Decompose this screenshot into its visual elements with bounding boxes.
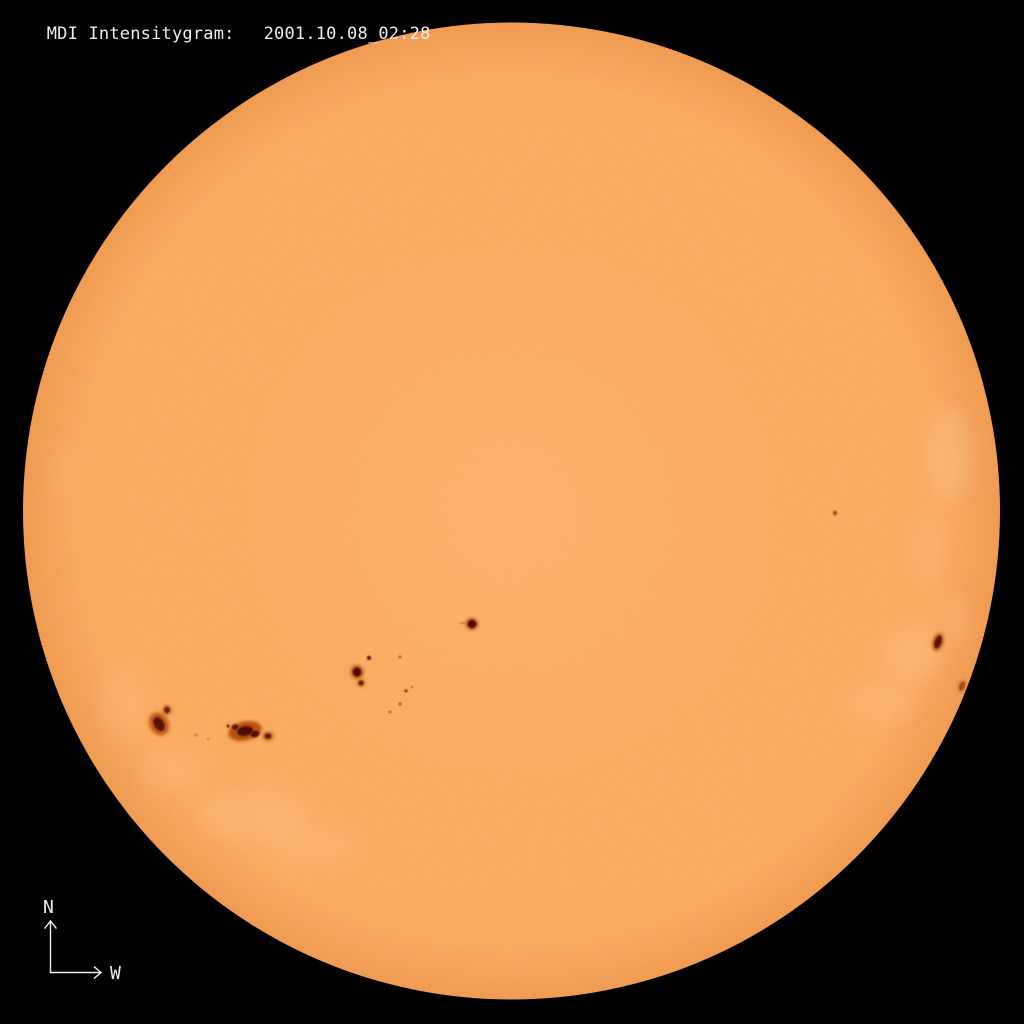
sunspot-spot-tiny-ne	[833, 510, 837, 516]
sunspot-cluster-s	[356, 679, 366, 687]
facula-patch	[928, 407, 972, 503]
compass-north-arrowhead-icon	[44, 919, 57, 929]
facula-patch	[849, 682, 921, 722]
sunspot-group-west-main	[148, 712, 170, 736]
facula-patch	[942, 595, 970, 645]
sunspot-trail-fleck-1	[194, 733, 198, 737]
instrument-label: MDI Intensitygram:	[46, 24, 235, 44]
sunspot-group-main-core-e	[250, 730, 260, 738]
facula-patch	[135, 752, 205, 792]
sunspot-cluster-n	[366, 655, 372, 661]
image-title: MDI Intensitygram: 2001.10.08_02:28	[5, 4, 431, 64]
sunspot-cluster-speck-2	[404, 689, 408, 693]
compass-west-arrowhead-icon	[93, 966, 103, 979]
sunspot-group-west-small	[162, 705, 172, 715]
sunspot-cluster-main	[350, 665, 364, 679]
sunspot-cluster-speck-3	[410, 686, 414, 688]
sunspot-cluster-speck-4	[398, 702, 402, 706]
sunspot-cluster-speck-1	[398, 655, 402, 659]
facula-patch	[265, 827, 355, 863]
sunspot-group-main-follower	[262, 731, 274, 741]
facula-patch	[50, 440, 74, 500]
sunspot-trail-fleck-2	[206, 738, 210, 740]
sunspot-group-main-dot-w	[226, 724, 230, 728]
faculae-layer	[50, 407, 972, 863]
facula-patch	[912, 512, 944, 584]
compass: N W	[43, 897, 121, 984]
sunspot-limb-east-main	[932, 633, 944, 651]
compass-north-label: N	[43, 897, 54, 918]
timestamp: 2001.10.08_02:28	[263, 24, 431, 44]
sunspot-spot-center-tail	[459, 622, 467, 624]
compass-west-label: W	[110, 963, 121, 984]
facula-patch	[885, 627, 945, 683]
granulation-texture	[23, 22, 1000, 1000]
facula-patch	[200, 790, 310, 840]
facula-patch	[95, 670, 145, 740]
sunspots-layer	[148, 510, 967, 741]
sunspot-group-main-core-w	[231, 724, 239, 730]
sunspot-cluster-speck-5	[388, 710, 392, 714]
sunspot-limb-east-faint	[957, 679, 967, 693]
sunspot-spot-center	[465, 617, 479, 631]
